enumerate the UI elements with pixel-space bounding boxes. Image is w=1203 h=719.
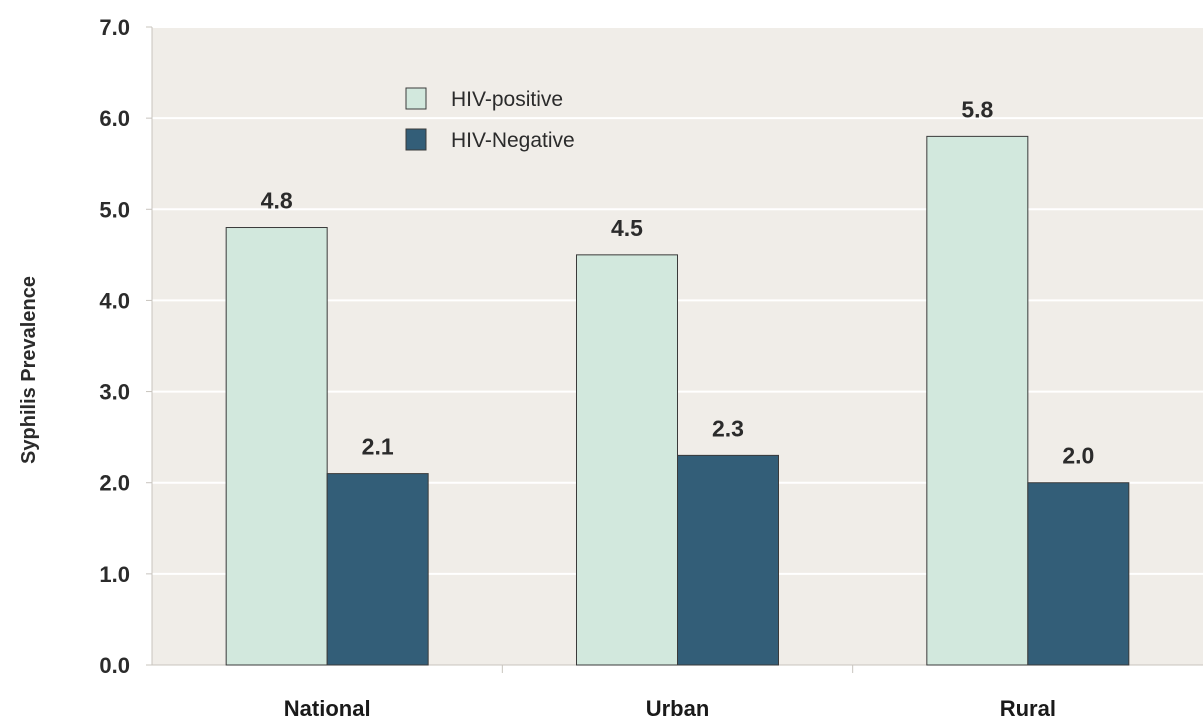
- bar-hiv-positive-national: [225, 227, 328, 666]
- bar-hiv-positive-rural: [926, 135, 1029, 666]
- y-axis-title: Syphilis Prevalence: [18, 276, 40, 464]
- x-category-label: National: [284, 696, 371, 719]
- data-label: 5.8: [961, 96, 993, 122]
- legend-swatch: [405, 87, 427, 110]
- data-label: 2.0: [1062, 443, 1094, 469]
- data-labels: 4.8 2.1 4.5 2.3 5.8 2.0: [261, 96, 1095, 468]
- legend-label: HIV-Negative: [451, 129, 575, 152]
- y-tick-label: 2.0: [99, 471, 130, 496]
- data-label: 2.3: [712, 415, 744, 441]
- y-tick-label: 3.0: [99, 380, 130, 405]
- y-tick-label: 1.0: [99, 562, 130, 587]
- y-tick-label: 5.0: [99, 197, 130, 222]
- x-category-label: Rural: [1000, 696, 1056, 719]
- x-category-labels: National Urban Rural: [284, 665, 1056, 719]
- y-tick-label: 6.0: [99, 106, 130, 131]
- data-label: 2.1: [362, 434, 394, 460]
- y-tick-label: 7.0: [99, 15, 130, 40]
- y-tick-label: 4.0: [99, 288, 130, 313]
- bar-hiv-negative-urban: [677, 454, 779, 666]
- y-tick-labels: 0.0 1.0 2.0 3.0 4.0 5.0 6.0 7.0: [99, 15, 152, 678]
- legend: HIV-positive HIV-Negative: [405, 87, 575, 152]
- bars: [225, 135, 1130, 666]
- x-category-label: Urban: [646, 696, 710, 719]
- data-label: 4.5: [611, 215, 643, 241]
- legend-swatch: [405, 128, 427, 151]
- bar-hiv-negative-national: [326, 473, 429, 666]
- bar-hiv-negative-rural: [1027, 482, 1130, 666]
- y-tick-label: 0.0: [99, 653, 130, 678]
- bar-hiv-positive-urban: [576, 254, 678, 666]
- data-label: 4.8: [261, 188, 293, 214]
- legend-label: HIV-positive: [451, 88, 563, 111]
